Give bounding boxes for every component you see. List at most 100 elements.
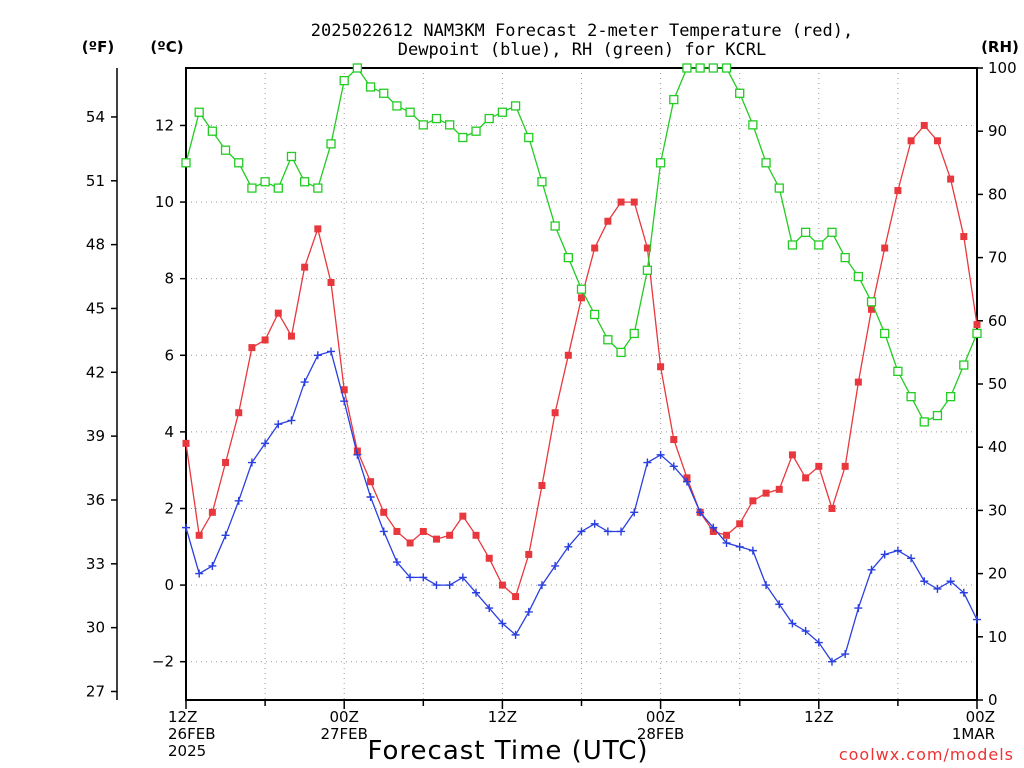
rh-point bbox=[431, 113, 442, 124]
x-tick-label: 00Z bbox=[646, 708, 675, 726]
temperature-point bbox=[340, 386, 348, 394]
temperature-point bbox=[643, 244, 651, 252]
temperature-point bbox=[459, 512, 467, 520]
dewpoint-point bbox=[564, 542, 573, 551]
dewpoint-point bbox=[379, 527, 388, 536]
temperature-point bbox=[762, 489, 770, 497]
dewpoint-point bbox=[709, 523, 718, 532]
rh-point bbox=[576, 284, 587, 294]
rh-point bbox=[721, 63, 732, 73]
temperature-point bbox=[512, 593, 520, 601]
dewpoint-point bbox=[524, 607, 533, 616]
rh-point bbox=[629, 328, 639, 339]
dewpoint-point bbox=[247, 458, 256, 467]
rh-point bbox=[682, 63, 692, 73]
temperature-line bbox=[185, 124, 978, 598]
dewpoint-point bbox=[208, 561, 217, 570]
x-tick-label: 27FEB bbox=[320, 725, 367, 743]
dewpoint-point bbox=[327, 347, 336, 356]
dewpoint-point bbox=[682, 477, 691, 486]
rh-point bbox=[286, 151, 297, 162]
dewpoint-point bbox=[696, 508, 705, 517]
fahrenheit-tick-label: 39 bbox=[86, 427, 105, 445]
temperature-point bbox=[525, 550, 533, 558]
rh-point bbox=[497, 107, 508, 117]
dewpoint-point bbox=[762, 581, 771, 590]
dewpoint-point bbox=[445, 581, 454, 590]
dewpoint-point bbox=[748, 546, 757, 555]
temperature-point bbox=[933, 137, 941, 145]
rh-point bbox=[945, 391, 956, 402]
rh-point bbox=[471, 126, 481, 136]
temperature-point bbox=[947, 175, 955, 183]
rh-point bbox=[458, 132, 468, 143]
dewpoint-point bbox=[551, 561, 560, 570]
rh-tick-label: 0 bbox=[988, 691, 998, 709]
temperature-point bbox=[327, 278, 335, 286]
dewpoint-point bbox=[775, 600, 784, 609]
temperature-point bbox=[973, 321, 981, 329]
rh-point bbox=[563, 252, 573, 263]
grid-lines bbox=[186, 68, 977, 700]
temperature-point bbox=[485, 554, 493, 562]
celsius-tick-label: 10 bbox=[155, 193, 174, 211]
temperature-point bbox=[564, 351, 572, 359]
rh-point bbox=[510, 101, 521, 111]
rh-point bbox=[273, 183, 283, 193]
dewpoint-point bbox=[366, 492, 375, 501]
rh-point bbox=[893, 366, 903, 377]
temperature-point bbox=[815, 462, 823, 470]
rh-point bbox=[669, 94, 679, 105]
dewpoint-point bbox=[392, 558, 401, 567]
rh-point bbox=[906, 391, 916, 402]
dewpoint-point bbox=[537, 581, 546, 590]
temperature-point bbox=[498, 581, 506, 589]
dewpoint-point bbox=[603, 527, 612, 536]
dewpoint-point bbox=[261, 439, 270, 448]
rh-point bbox=[313, 183, 323, 193]
rh-point bbox=[550, 221, 560, 231]
temperature-point bbox=[432, 535, 440, 543]
temperature-point bbox=[261, 336, 269, 344]
rh-point bbox=[708, 63, 718, 73]
dewpoint-point bbox=[195, 569, 204, 578]
dewpoint-point bbox=[577, 527, 586, 536]
temperature-point bbox=[419, 527, 427, 535]
dewpoint-point bbox=[735, 542, 744, 551]
celsius-tick-label: 8 bbox=[164, 270, 174, 288]
rh-point bbox=[959, 360, 969, 370]
temperature-point bbox=[538, 482, 546, 490]
temperature-point bbox=[472, 531, 480, 539]
rh-point bbox=[972, 328, 982, 339]
rh-series bbox=[181, 63, 982, 427]
celsius-tick-label: −2 bbox=[152, 653, 174, 671]
rh-point bbox=[800, 227, 811, 237]
temperature-point bbox=[775, 485, 783, 493]
dewpoint-point bbox=[590, 519, 599, 528]
data-series bbox=[181, 63, 982, 666]
dewpoint-point bbox=[630, 508, 639, 517]
fahrenheit-tick-label: 30 bbox=[86, 619, 105, 637]
dewpoint-point bbox=[353, 450, 362, 459]
fahrenheit-unit-label: (ºF) bbox=[82, 38, 114, 56]
temperature-point bbox=[881, 244, 889, 252]
rh-point bbox=[748, 120, 758, 130]
temperature-point bbox=[670, 436, 678, 444]
fahrenheit-tick-label: 42 bbox=[86, 363, 105, 381]
credit-text: coolwx.com/models bbox=[839, 745, 1014, 764]
dewpoint-point bbox=[867, 565, 876, 574]
temperature-point bbox=[920, 121, 928, 129]
dewpoint-point bbox=[234, 496, 243, 505]
dewpoint-point bbox=[722, 538, 731, 547]
x-tick-label: 12Z bbox=[804, 708, 833, 726]
dewpoint-point bbox=[406, 573, 415, 582]
x-tick-label: 12Z bbox=[488, 708, 517, 726]
rh-point bbox=[616, 347, 626, 358]
rh-point bbox=[642, 265, 653, 275]
dewpoint-point bbox=[933, 584, 942, 593]
x-tick-label: 28FEB bbox=[637, 725, 684, 743]
chart-title-line-1: 2025022612 NAM3KM Forecast 2-meter Tempe… bbox=[311, 21, 853, 41]
rh-point bbox=[932, 410, 943, 421]
rh-point bbox=[524, 132, 534, 143]
rh-point bbox=[655, 158, 666, 168]
